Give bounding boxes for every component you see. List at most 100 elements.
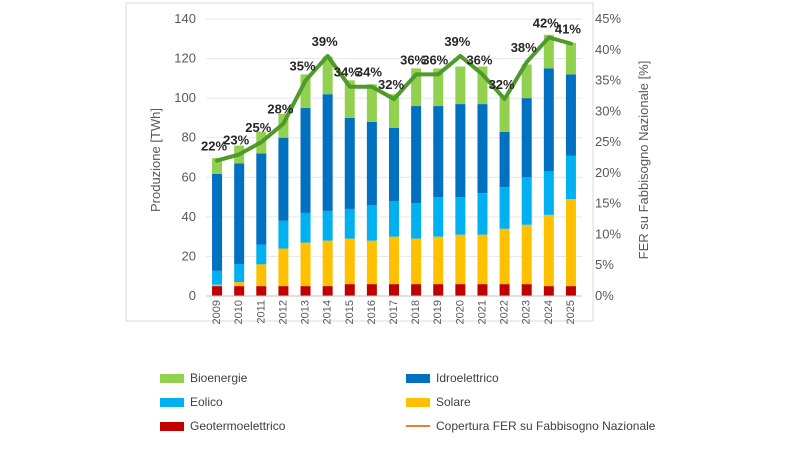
x-tick-label: 2013: [300, 300, 312, 324]
fer-coverage-label: 22%: [201, 139, 227, 154]
bar-solare: [366, 240, 377, 285]
y2-tick-label: 35%: [595, 73, 621, 88]
bar-bioenergie: [212, 158, 223, 174]
legend-label: Eolico: [190, 395, 223, 409]
legend-label: Idroelettrico: [436, 371, 499, 385]
y-tick-label: 40: [182, 209, 196, 224]
bar-idroelettrico: [234, 163, 245, 265]
bar-solare: [278, 248, 289, 287]
fer-coverage-line: [215, 35, 573, 163]
fer-coverage-label: 41%: [555, 22, 581, 37]
legend-label: Bioenergie: [190, 371, 248, 385]
bar-geotermoelettrico: [344, 284, 355, 296]
bar-eolico: [411, 203, 422, 239]
fer-coverage-polyline: [215, 35, 573, 163]
x-tick-label: 2009: [211, 300, 223, 324]
bar-eolico: [256, 244, 267, 265]
bar-idroelettrico: [366, 121, 377, 205]
bar-solare: [411, 238, 422, 285]
fer-coverage-label: 25%: [245, 120, 271, 135]
legend-label: Geotermoelettrico: [190, 419, 286, 433]
legend-swatch: [406, 398, 430, 407]
bar-eolico: [455, 197, 466, 235]
bar-idroelettrico: [565, 74, 576, 156]
bar-idroelettrico: [300, 108, 311, 213]
bar-solare: [300, 242, 311, 287]
bar-geotermoelettrico: [389, 284, 399, 296]
y2-tick-label: 30%: [595, 103, 621, 118]
y-tick-label: 60: [182, 169, 196, 184]
bar-eolico: [344, 208, 355, 239]
bar-geotermoelettrico: [477, 284, 488, 296]
bar-geotermoelettrico: [256, 286, 267, 296]
y-tick-label: 20: [182, 248, 196, 263]
bar-solare: [322, 240, 333, 287]
bar-geotermoelettrico: [278, 286, 289, 296]
x-tick-label: 2023: [521, 300, 533, 324]
x-tick-label: 2011: [255, 300, 267, 324]
y2-tick-label: 45%: [595, 11, 621, 26]
fer-coverage-label: 23%: [223, 132, 249, 147]
x-tick-label: 2016: [366, 300, 378, 324]
y2-axis-ticks: 0% 5% 10% 15% 20% 25% 30% 35% 40% 45%: [595, 11, 621, 303]
bar-bioenergie: [433, 68, 444, 107]
legend-swatch: [160, 374, 184, 383]
legend-swatch: [160, 398, 184, 407]
x-tick-label: 2024: [543, 300, 555, 324]
y2-tick-label: 10%: [595, 226, 621, 241]
bar-geotermoelettrico: [455, 284, 466, 296]
bar-idroelettrico: [499, 131, 510, 188]
bar-solare: [234, 282, 245, 287]
fer-coverage-label: 39%: [444, 34, 470, 49]
bar-geotermoelettrico: [300, 286, 311, 296]
y2-tick-label: 15%: [595, 196, 621, 211]
y2-tick-label: 0%: [595, 288, 614, 303]
bar-eolico: [234, 264, 245, 283]
y-tick-label: 100: [174, 90, 196, 105]
bar-bioenergie: [411, 68, 422, 107]
y-tick-label: 0: [189, 288, 196, 303]
legend-swatch: [406, 374, 430, 383]
fer-coverage-labels: 22%23%25%28%35%39%34%34%32%36%36%39%36%3…: [201, 15, 581, 153]
y2-tick-label: 5%: [595, 257, 614, 272]
fer-coverage-label: 42%: [533, 15, 559, 30]
bar-idroelettrico: [389, 127, 399, 202]
bar-idroelettrico: [278, 137, 289, 221]
legend-swatch: [160, 422, 184, 431]
y2-axis-title: FER su Fabbisogno Nazionale [%]: [636, 61, 651, 260]
y2-tick-label: 25%: [595, 134, 621, 149]
bar-idroelettrico: [344, 117, 355, 209]
legend-label: Copertura FER su Fabbisogno Nazionale: [436, 419, 656, 433]
bar-eolico: [543, 171, 554, 215]
fer-coverage-label: 32%: [489, 77, 515, 92]
bar-bioenergie: [300, 74, 311, 109]
bar-geotermoelettrico: [212, 286, 223, 296]
bar-bioenergie: [477, 66, 488, 105]
bar-bioenergie: [499, 96, 510, 132]
bar-bioenergie: [344, 80, 355, 118]
bar-solare: [433, 236, 444, 285]
x-tick-label: 2012: [277, 300, 289, 324]
bar-eolico: [499, 187, 510, 229]
x-tick-label: 2017: [388, 300, 400, 324]
bar-solare: [389, 236, 399, 285]
bar-geotermoelettrico: [433, 284, 444, 296]
bar-eolico: [322, 210, 333, 241]
bar-eolico: [300, 212, 311, 243]
bar-idroelettrico: [411, 106, 422, 204]
bar-solare: [543, 214, 554, 287]
bar-idroelettrico: [322, 94, 333, 211]
legend: Bioenergie Idroelettrico Eolico Solare Geote…: [160, 371, 656, 433]
bar-geotermoelettrico: [499, 284, 510, 296]
bar-eolico: [212, 270, 223, 285]
y2-tick-label: 20%: [595, 165, 621, 180]
bar-eolico: [366, 204, 377, 241]
bar-bioenergie: [455, 66, 466, 105]
fer-coverage-label: 38%: [511, 40, 537, 55]
bar-idroelettrico: [256, 153, 267, 245]
bar-idroelettrico: [212, 173, 223, 271]
bar-bioenergie: [565, 42, 576, 75]
x-tick-label: 2014: [322, 300, 334, 324]
x-tick-label: 2018: [410, 300, 422, 324]
fer-coverage-label: 39%: [312, 34, 338, 49]
